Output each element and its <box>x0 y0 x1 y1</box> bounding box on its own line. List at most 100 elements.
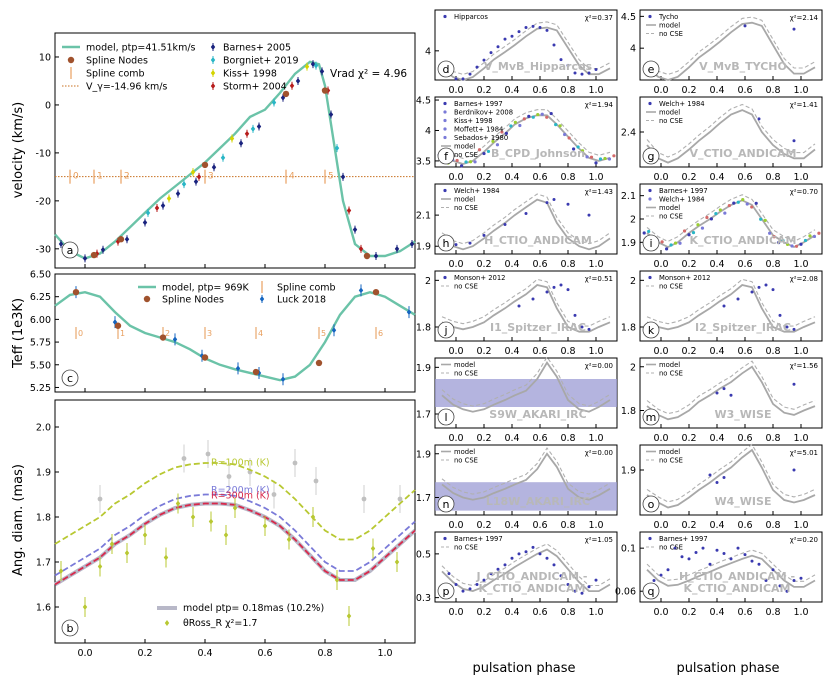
x-tick-label: 0.2 <box>476 520 491 531</box>
legend-label: model <box>659 204 680 212</box>
panel-n-letter-circle <box>437 495 455 513</box>
theta-ross-point <box>223 532 229 538</box>
data-point-p <box>524 550 528 554</box>
data-point-j <box>531 297 535 301</box>
theta-ross-point <box>97 563 103 570</box>
y-tick-label: 1.6 <box>36 603 51 614</box>
curve-label: R=200m (K) <box>211 485 270 496</box>
legend-swatch <box>443 127 447 131</box>
x-tick-label: 0.8 <box>560 259 575 270</box>
data-point-p <box>475 583 479 586</box>
grey-diameter-point <box>181 456 187 461</box>
x-tick-label: 1.0 <box>793 172 808 183</box>
model-curve-e <box>646 21 816 81</box>
x-tick-label: 0.0 <box>448 520 463 531</box>
barnes-point <box>319 68 325 75</box>
x-tick-label: 0.2 <box>681 607 696 618</box>
data-point-d <box>461 77 465 81</box>
data-point-f <box>468 160 473 164</box>
data-point-i <box>808 234 812 238</box>
panel-f-letter-circle <box>437 147 455 165</box>
panel-k-letter: k <box>648 324 655 337</box>
data-point-k <box>757 285 761 289</box>
y-tick-label: 6.25 <box>30 292 51 303</box>
y-tick-label: 1.9 <box>416 242 431 253</box>
data-point-f <box>585 155 589 159</box>
spline-node <box>159 334 167 341</box>
spline-node <box>252 368 260 376</box>
y-tick-label: 0 <box>45 100 51 111</box>
no-cse-curve-f <box>441 109 611 159</box>
x-tick-label: 0.0 <box>653 433 668 444</box>
data-point-f <box>554 123 558 127</box>
data-point-d <box>580 72 584 76</box>
data-point-i <box>732 201 736 205</box>
data-point-k <box>750 290 754 294</box>
data-point-h <box>545 201 549 205</box>
legend-label: no CSE <box>454 457 478 465</box>
spline-node <box>90 251 98 259</box>
spline-node <box>372 288 380 296</box>
chi2-label: χ²=2.08 <box>790 275 818 283</box>
legend-swatch <box>648 188 652 193</box>
data-point-k <box>785 325 789 329</box>
data-point-i <box>705 215 709 220</box>
y-tick-label: 3.5 <box>416 156 431 167</box>
data-point-q <box>743 553 747 557</box>
barnes-point <box>328 111 334 118</box>
legend-swatch <box>648 536 652 541</box>
panel-g-letter: g <box>648 150 655 163</box>
data-point-o <box>715 481 719 484</box>
velocity-ylabel: velocity (km/s) <box>11 102 26 198</box>
legend-swatch <box>210 70 216 76</box>
data-point-f <box>603 156 607 161</box>
data-point-d <box>475 65 479 69</box>
y-tick-label: 1.8 <box>416 323 431 334</box>
x-tick-label: 1.0 <box>793 433 808 444</box>
spline-node <box>363 252 371 260</box>
x-tick-label: 0.0 <box>448 346 463 357</box>
x-tick-label: 1.0 <box>793 607 808 618</box>
x-tick-label: 0.4 <box>709 433 724 444</box>
data-point-f <box>473 160 477 164</box>
grey-diameter-point <box>97 496 103 502</box>
data-point-f <box>527 114 531 119</box>
legend-swatch <box>443 14 447 19</box>
legend-label: model ptp= 0.18mas (10.2%) <box>183 603 324 614</box>
data-point-q <box>687 557 691 561</box>
y-tick-label: 0.06 <box>615 587 636 598</box>
x-tick-label: 0.0 <box>653 172 668 183</box>
legend-label: no CSE <box>454 204 478 212</box>
legend-swatch <box>443 536 447 541</box>
legend-label: model <box>659 361 680 369</box>
no-cse-curve-k <box>646 278 816 327</box>
x-tick-label: 0.2 <box>476 85 491 96</box>
chi2-label: χ²=0.51 <box>585 275 613 283</box>
diameter-curve-0 <box>54 462 416 545</box>
spline-node <box>72 288 80 296</box>
data-point-d <box>468 72 472 76</box>
x-tick-label: 0.4 <box>197 648 212 659</box>
x-tick-label: 0.4 <box>709 259 724 270</box>
data-point-i <box>665 247 669 251</box>
x-tick-label: 1.0 <box>588 607 603 618</box>
curve-label: R=300m (K) <box>211 490 270 501</box>
y-tick-label: 2.1 <box>416 211 431 222</box>
legend-label: no CSE <box>659 30 683 38</box>
panel-c-letter-circle <box>61 369 79 387</box>
data-point-k <box>771 288 775 292</box>
legend-label: Monson+ 2012 <box>659 274 711 282</box>
chi2-label: χ²=1.94 <box>585 101 614 109</box>
storm-point <box>196 173 202 180</box>
panel-k-letter-circle <box>642 321 660 339</box>
no-cse-curve-m <box>646 360 816 415</box>
data-point-i <box>768 231 772 235</box>
data-point-f <box>482 151 486 156</box>
x-tick-label: 0.2 <box>681 433 696 444</box>
panel-q-frame <box>639 531 823 603</box>
data-point-f <box>572 147 576 151</box>
theta-ross-point <box>346 613 352 619</box>
spline-node <box>282 90 290 98</box>
x-tick-label: 0.6 <box>737 433 752 444</box>
data-point-q <box>673 546 677 550</box>
